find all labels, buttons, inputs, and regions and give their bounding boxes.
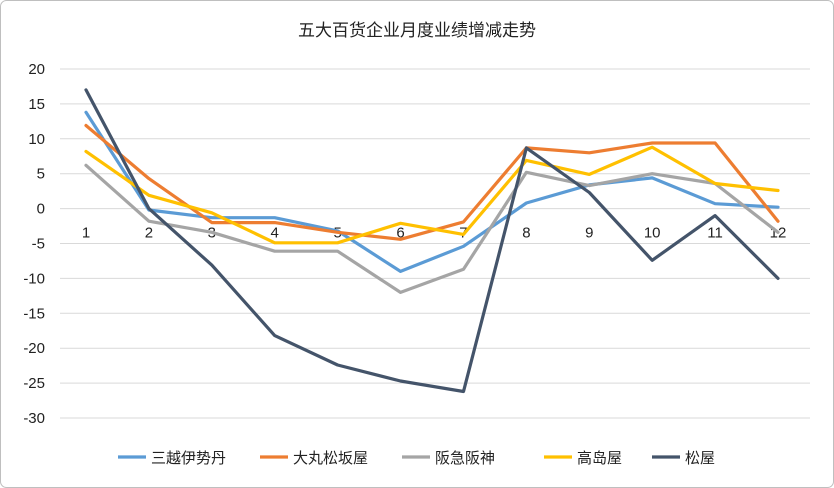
legend-item: 阪急阪神 (402, 449, 495, 467)
x-tick-label: 6 (396, 225, 404, 242)
x-tick-label: 9 (585, 225, 593, 242)
y-tick-label: -10 (23, 270, 45, 287)
legend-label: 高岛屋 (577, 449, 622, 467)
legend-item: 高岛屋 (544, 449, 622, 467)
y-tick-label: -20 (23, 340, 45, 357)
series-line-1 (84, 123, 780, 241)
y-tick-label: -25 (23, 375, 45, 392)
legend-label: 大丸松坂屋 (293, 449, 368, 467)
legend-item: 大丸松坂屋 (260, 449, 368, 467)
y-axis-ticks: 20 15 10 5 0 -5 -10 -15 -20 -25 -30 (23, 61, 45, 427)
x-tick-label: 4 (271, 225, 279, 242)
gridlines (60, 68, 810, 419)
legend-label: 松屋 (685, 449, 715, 467)
legend-label: 三越伊势丹 (151, 449, 226, 467)
legend-item: 三越伊势丹 (118, 449, 226, 467)
y-tick-label: 20 (28, 61, 45, 78)
legend: 三越伊势丹 大丸松坂屋 阪急阪神 高岛屋 松屋 (118, 449, 715, 467)
x-tick-label: 11 (707, 225, 723, 242)
y-tick-label: 0 (37, 201, 45, 218)
legend-label: 阪急阪神 (435, 449, 495, 467)
y-tick-label: -5 (32, 236, 45, 253)
x-tick-label: 2 (145, 225, 153, 242)
x-tick-label: 10 (644, 225, 661, 242)
series-lines (84, 88, 780, 394)
y-tick-label: -15 (23, 305, 45, 322)
y-tick-label: -30 (23, 410, 45, 427)
x-tick-label: 8 (522, 225, 530, 242)
series-line-3 (84, 145, 780, 245)
series-line-4 (84, 88, 780, 394)
y-tick-label: 10 (28, 131, 45, 148)
y-tick-label: 5 (37, 166, 45, 183)
legend-item: 松屋 (652, 449, 715, 467)
series-line-2 (84, 163, 780, 294)
y-tick-label: 15 (28, 96, 45, 113)
x-tick-label: 1 (82, 225, 90, 242)
chart-title: 五大百货企业月度业绩增减走势 (298, 21, 536, 41)
